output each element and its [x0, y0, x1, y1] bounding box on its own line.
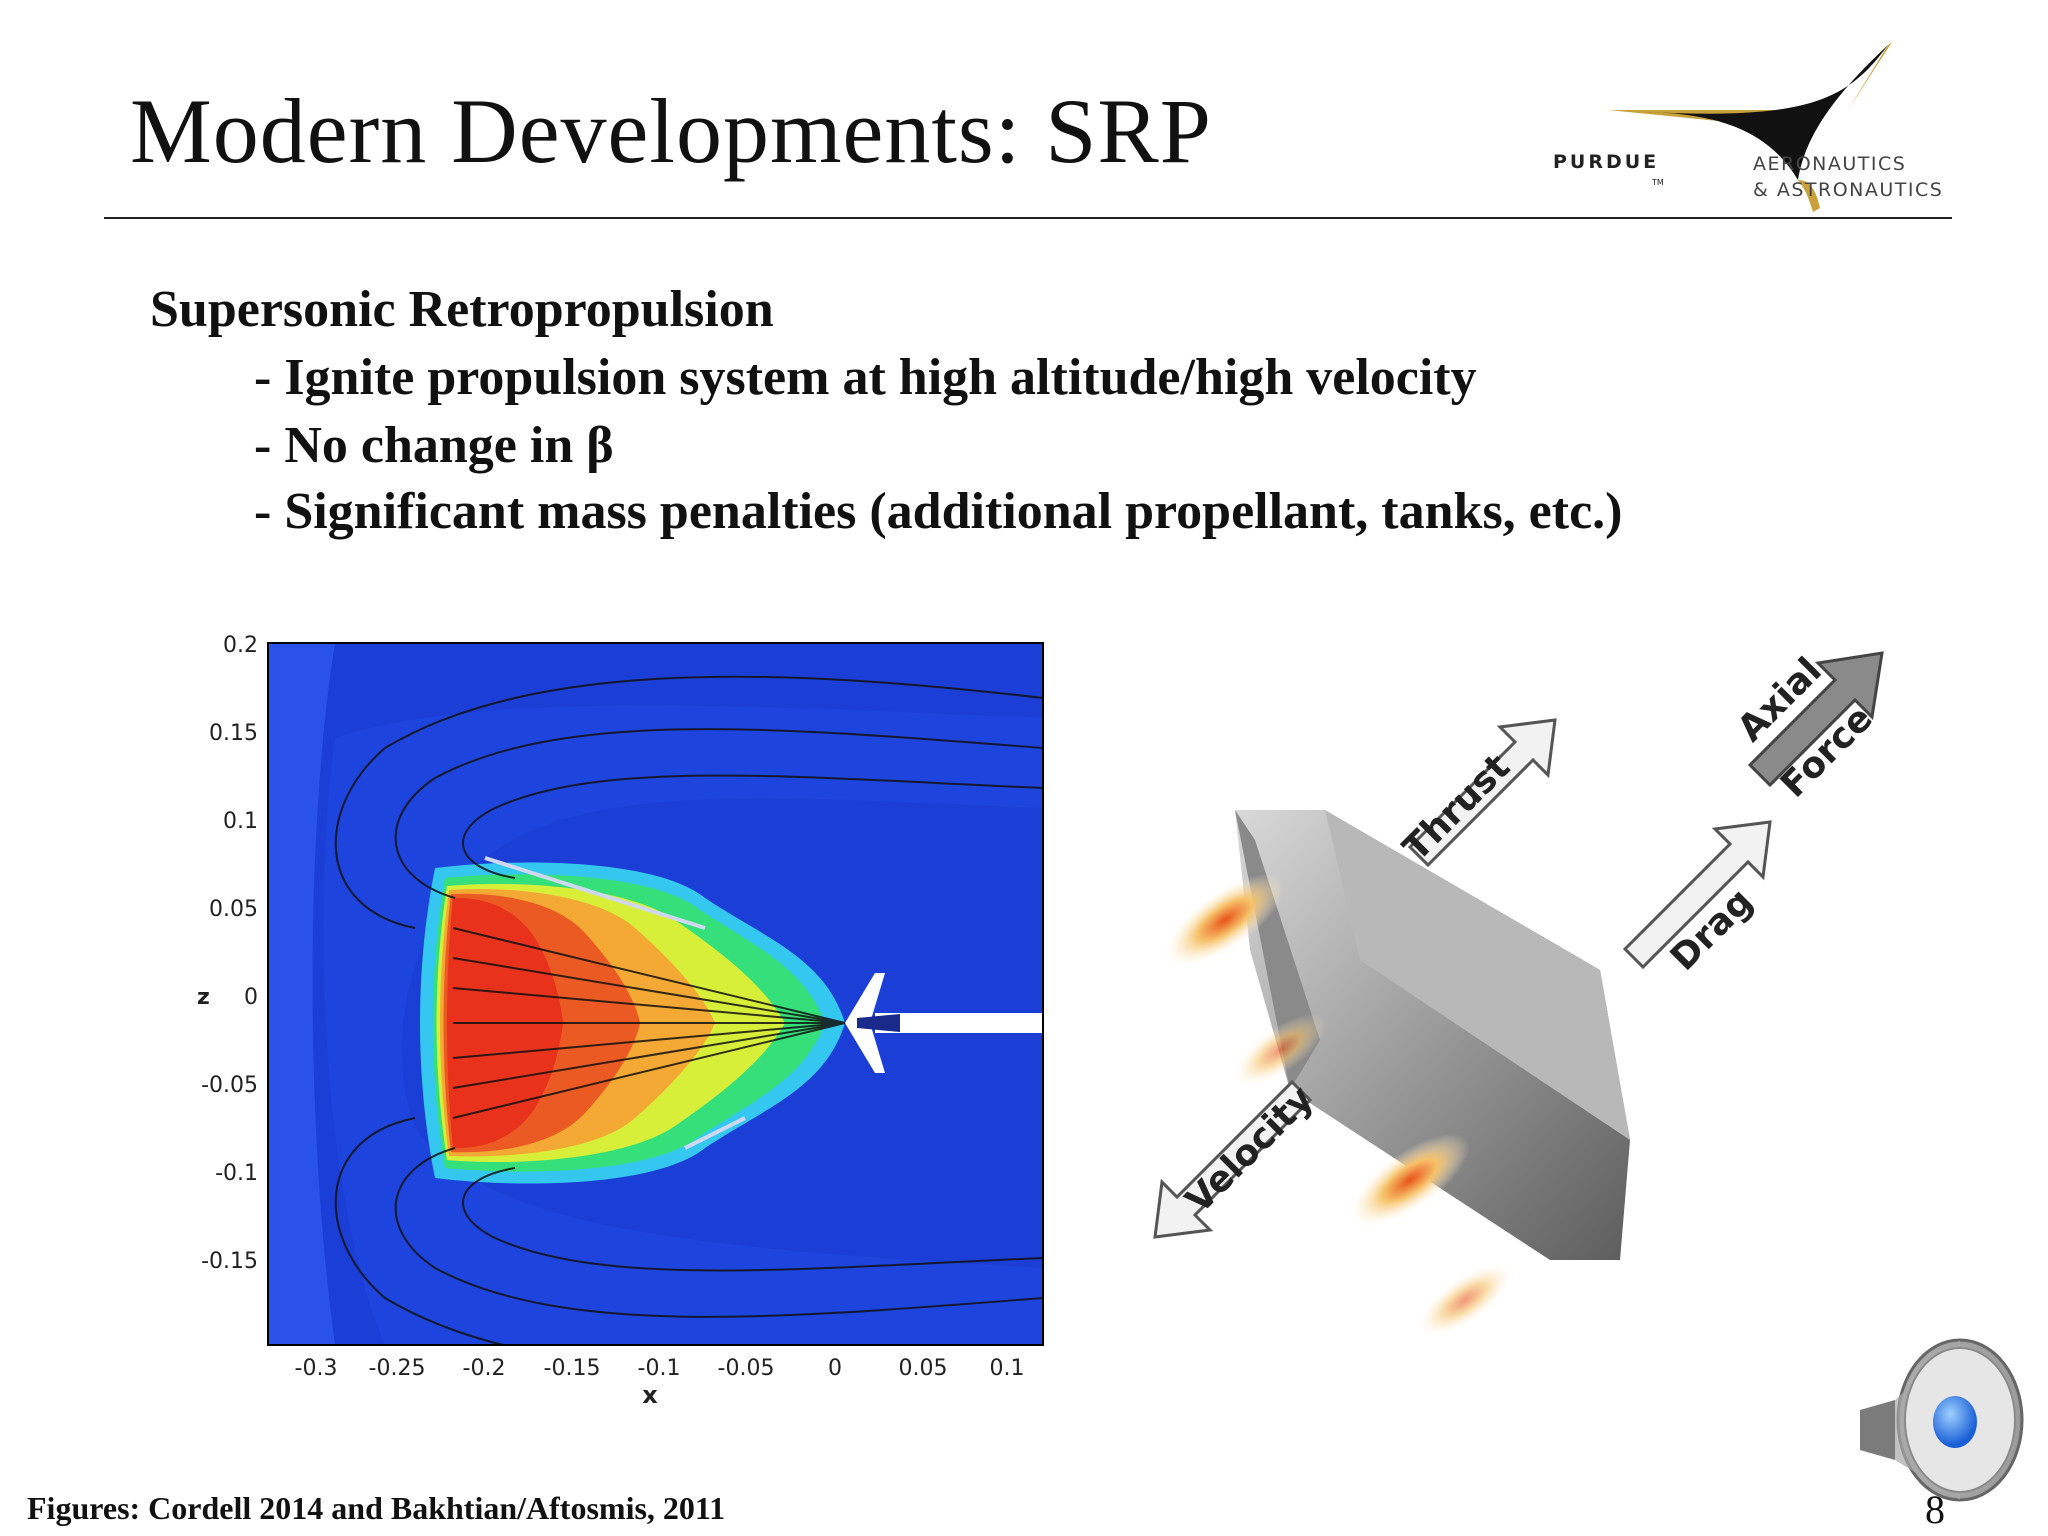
figure-credits: Figures: Cordell 2014 and Bakhtian/Aftos… — [27, 1490, 726, 1526]
bullet-2: - No change in β — [254, 417, 614, 474]
title-divider — [104, 217, 1952, 219]
slide-title: Modern Developments: SRP — [130, 80, 1212, 182]
y-tick: -0.05 — [201, 1073, 258, 1098]
drag-arrow: Drag — [1622, 820, 1772, 979]
bullet-1: - Ignite propulsion system at high altit… — [254, 349, 1477, 406]
y-tick: 0.2 — [223, 633, 258, 658]
exhaust-plumes — [1165, 873, 1512, 1337]
x-tick: -0.05 — [718, 1356, 775, 1381]
logo-name: PURDUE — [1553, 151, 1660, 173]
x-tick: 0 — [828, 1356, 842, 1381]
cfd-flow-plot: 0.2 0.15 0.1 0.05 0 -0.05 -0.1 -0.15 z -… — [197, 633, 1044, 1408]
axial-force-arrow: Axial Force — [1730, 650, 1884, 806]
x-tick: 0.1 — [990, 1356, 1025, 1381]
y-tick: 0.15 — [209, 721, 258, 746]
y-tick: -0.1 — [215, 1161, 258, 1186]
velocity-label: Velocity — [1178, 1078, 1321, 1221]
speaker-icon[interactable] — [1840, 1320, 2030, 1520]
y-tick: -0.15 — [201, 1249, 258, 1274]
y-tick-labels: 0.2 0.15 0.1 0.05 0 -0.05 -0.1 -0.15 — [201, 633, 258, 1274]
logo-trademark: TM — [1652, 178, 1664, 187]
thrust-label: Thrust — [1396, 747, 1518, 869]
logo-department: AERONAUTICS & ASTRONAUTICS — [1753, 151, 1943, 203]
x-tick: -0.2 — [463, 1356, 506, 1381]
x-tick: 0.05 — [899, 1356, 948, 1381]
page-number: 8 — [1925, 1487, 1945, 1532]
x-tick: -0.25 — [369, 1356, 426, 1381]
bullet-3: - Significant mass penalties (additional… — [254, 483, 1623, 540]
y-tick: 0 — [244, 985, 258, 1010]
x-tick: -0.3 — [295, 1356, 338, 1381]
srp-force-diagram: Thrust Drag Axial Force Velocity — [1153, 650, 1884, 1337]
y-axis-label: z — [197, 985, 210, 1010]
y-tick: 0.05 — [209, 897, 258, 922]
logo-dept-line1: AERONAUTICS — [1753, 153, 1907, 175]
thrust-arrow: Thrust — [1396, 718, 1557, 869]
x-tick-labels: -0.3 -0.25 -0.2 -0.15 -0.1 -0.05 0 0.05 … — [295, 1356, 1025, 1381]
logo-dept-line2: & ASTRONAUTICS — [1753, 179, 1944, 201]
x-tick: -0.1 — [638, 1356, 681, 1381]
purdue-logo — [1608, 42, 1892, 212]
x-tick: -0.15 — [544, 1356, 601, 1381]
section-heading: Supersonic Retropropulsion — [150, 281, 774, 338]
velocity-arrow: Velocity — [1153, 1078, 1322, 1239]
y-tick: 0.1 — [223, 809, 258, 834]
x-axis-label: x — [642, 1381, 658, 1408]
